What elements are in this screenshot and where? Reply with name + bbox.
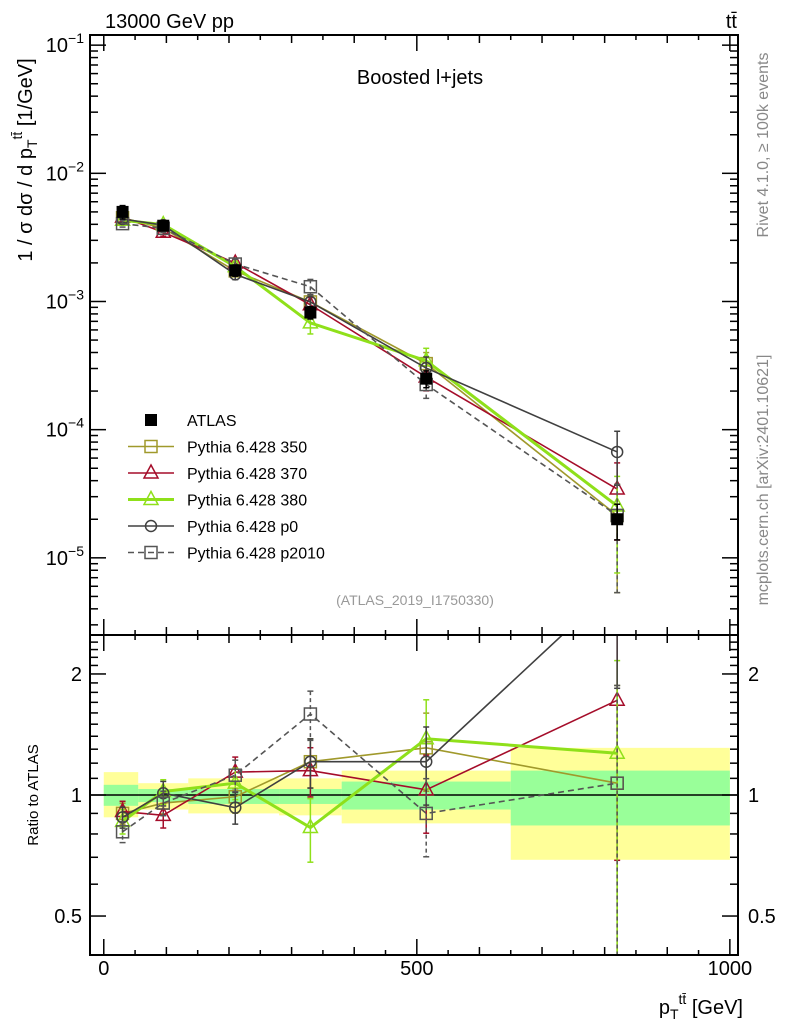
legend-entry: Pythia 6.428 p0 <box>128 519 298 536</box>
ratio-line-pythia-6-428-370 <box>122 699 618 817</box>
point-pythia-6-428-380 <box>302 313 319 329</box>
ratio-y-axis-label: Ratio to ATLAS <box>25 744 42 845</box>
legend-entry: ATLAS <box>145 413 237 430</box>
main-y-tick-label: 10−5 <box>46 543 84 570</box>
series-line-pythia-6-428-p2010 <box>122 222 618 517</box>
ratio-point-pythia-6-428-380 <box>302 817 319 834</box>
ratio-line-pythia-6-428-p0 <box>122 635 564 819</box>
legend-marker <box>142 489 160 506</box>
mcplots-info: mcplots.cern.ch [arXiv:2401.10621] <box>755 355 772 606</box>
ratio-y-tick-label-right: 1 <box>748 785 759 807</box>
ratio-point-pythia-6-428-p2010 <box>115 825 130 839</box>
ratio-point-pythia-6-428-370 <box>154 805 172 822</box>
x-tick-label: 0 <box>98 958 109 980</box>
ratio-point-pythia-6-428-p2010 <box>303 707 318 721</box>
legend-entry: Pythia 6.428 380 <box>128 489 307 510</box>
main-plot-marks <box>114 204 626 594</box>
series-line-pythia-6-428-380 <box>122 218 619 508</box>
series-line-pythia-6-428-350 <box>122 216 618 517</box>
ratio-point-pythia-6-428-p2010 <box>228 768 243 782</box>
legend-marker <box>145 414 157 426</box>
point-atlas <box>116 205 129 218</box>
point-atlas <box>229 264 242 277</box>
legend-marker <box>144 545 158 560</box>
legend-label: Pythia 6.428 370 <box>187 466 307 483</box>
band-inner-bin <box>510 770 730 826</box>
ratio-point-pythia-6-428-p2010 <box>610 776 624 790</box>
series-line-pythia-6-428-p0 <box>122 218 618 453</box>
ratio-point-pythia-6-428-p0 <box>229 801 242 814</box>
ratio-y-tick-label: 2 <box>71 664 82 686</box>
main-y-axis-label: 1 / σ dσ / d pTtt̄ [1/GeV] <box>9 58 40 261</box>
ratio-point-pythia-6-428-p2010 <box>419 806 433 821</box>
ratio-point-pythia-6-428-p0 <box>304 755 317 768</box>
ratio-point-pythia-6-428-p2010 <box>156 796 171 810</box>
x-tick-label: 1000 <box>708 958 753 980</box>
point-atlas <box>157 219 170 232</box>
point-pythia-6-428-p0 <box>610 445 624 459</box>
legend-label: Pythia 6.428 p0 <box>187 519 298 536</box>
legend-entry: Pythia 6.428 350 <box>128 440 307 457</box>
ratio-y-tick-label: 1 <box>71 785 82 807</box>
point-atlas <box>611 513 624 526</box>
legend-entry: Pythia 6.428 p2010 <box>128 546 325 563</box>
legend-entry: Pythia 6.428 370 <box>128 463 307 483</box>
legend-label: Pythia 6.428 380 <box>187 493 307 510</box>
ratio-y-tick-label-right: 0.5 <box>748 906 776 928</box>
legend-label: Pythia 6.428 p2010 <box>187 546 325 563</box>
legend-marker <box>142 463 160 479</box>
ratio-y-tick-label-right: 2 <box>748 664 759 686</box>
point-atlas <box>420 372 433 385</box>
point-pythia-6-428-p2010 <box>303 279 318 294</box>
legend-marker <box>144 519 158 533</box>
ratio-line-pythia-6-428-350 <box>122 747 618 815</box>
ratio-line-pythia-6-428-p2010 <box>122 712 618 833</box>
ratio-y-tick-label: 0.5 <box>54 906 82 928</box>
legend-label: ATLAS <box>187 413 237 430</box>
legend: ATLAS Pythia 6.428 350 Pythia 6.428 370 Pyt… <box>128 413 325 563</box>
main-y-tick-label: 10−3 <box>46 286 84 313</box>
main-y-tick-label: 10−2 <box>46 158 84 185</box>
ratio-point-pythia-6-428-p0 <box>419 755 433 768</box>
axes: 0 500 1000 10−1 10−2 10−3 10−4 10−5 0.5 0.5 1 1 2 2 <box>46 30 776 980</box>
energy-label: 13000 GeV pp <box>105 11 234 33</box>
legend-marker <box>144 439 158 454</box>
rivet-info: Rivet 4.1.0, ≥ 100k events <box>755 53 772 238</box>
analysis-id: (ATLAS_2019_I1750330) <box>336 592 494 608</box>
x-axis-label: pTtt̄ [GeV] <box>659 991 743 1022</box>
main-y-tick-label: 10−4 <box>46 415 84 442</box>
x-tick-label: 500 <box>400 958 433 980</box>
legend-label: Pythia 6.428 350 <box>187 440 307 457</box>
point-atlas <box>304 306 317 319</box>
ratio-plot-marks <box>114 635 626 955</box>
process-label: tt̄ <box>726 11 738 33</box>
plot-title: Boosted l+jets <box>357 67 483 89</box>
main-y-tick-label: 10−1 <box>46 30 84 57</box>
